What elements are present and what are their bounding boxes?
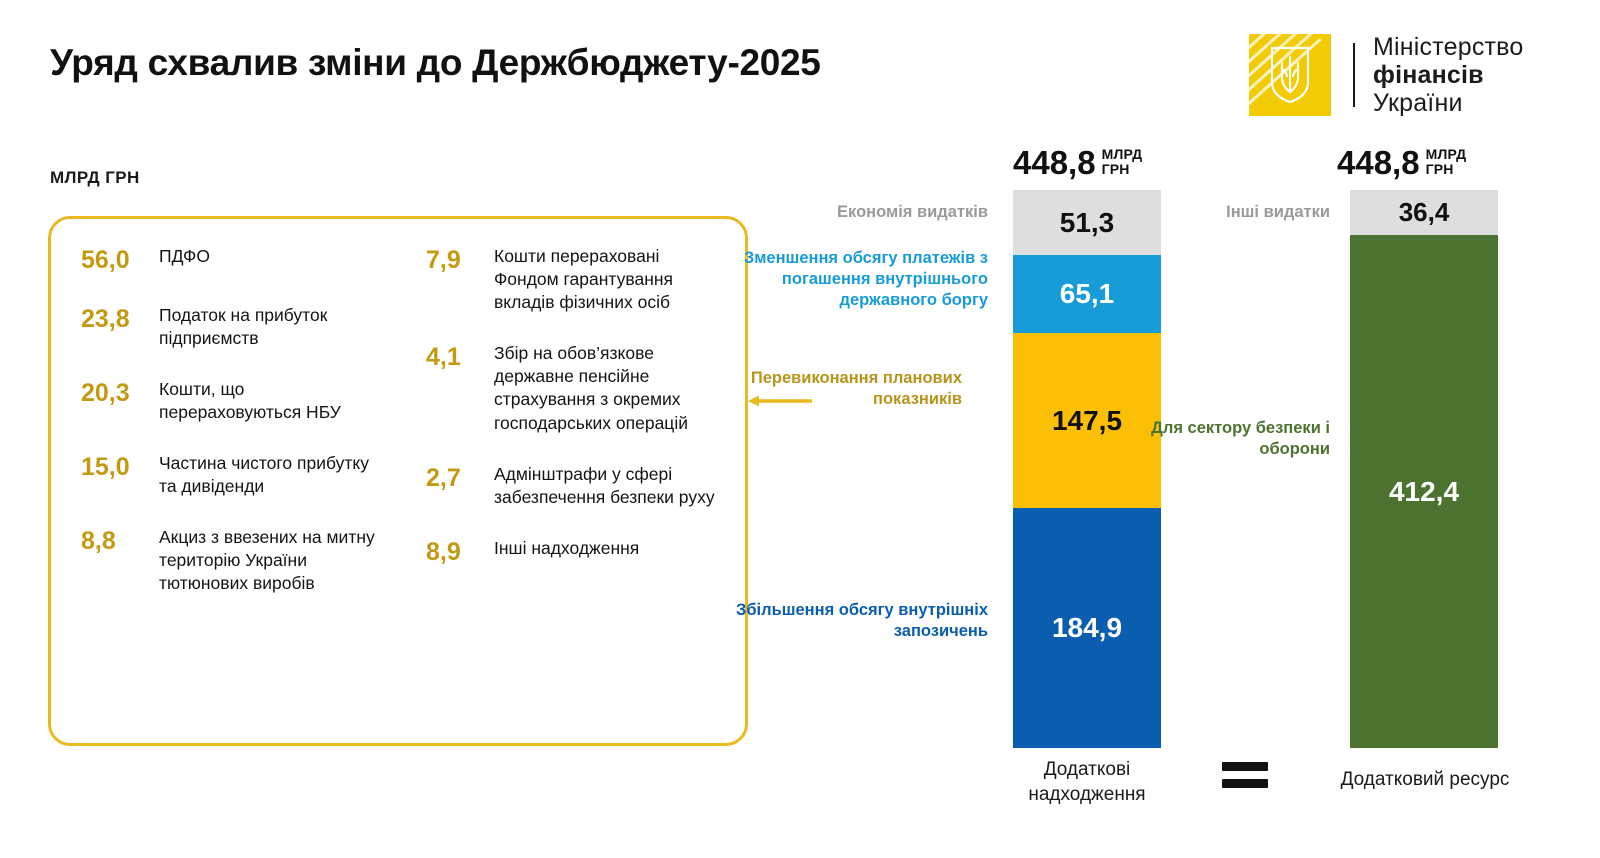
bar-total-right-value: 448,8 [1337, 144, 1420, 181]
revenue-label: ПДФО [159, 246, 210, 266]
revenue-column-right: 7,9 Кошти перераховані Фондом гарантуван… [404, 245, 727, 725]
logo-divider [1353, 43, 1355, 107]
logo-text: Міністерство фінансів України [1373, 33, 1523, 117]
revenue-item: 56,0 ПДФО [81, 245, 404, 276]
revenue-item: 7,9 Кошти перераховані Фондом гарантуван… [426, 245, 727, 314]
label-security-and-defense-sector: Для сектору безпеки і оборони [1151, 419, 1330, 459]
label-plan-overperformance: Перевиконання планових показників [750, 369, 962, 409]
revenue-item: 4,1 Збір на обов’язкове державне пенсійн… [426, 342, 727, 434]
label-economy-of-expenditures: Економія видатків [837, 203, 988, 221]
revenue-item: 8,9 Інші надходження [426, 537, 727, 568]
revenue-label: Частина чистого прибутку та дивіденди [159, 452, 369, 496]
stacked-bar-left: 51,3 65,1 147,5 184,9 [1013, 190, 1161, 748]
equals-sign-icon [1222, 762, 1268, 788]
revenue-value: 20,3 [81, 378, 130, 407]
revenue-value: 8,9 [426, 537, 461, 566]
stacked-bar-right: 36,4 412,4 [1350, 190, 1498, 748]
revenue-item: 23,8 Податок на прибуток підприємств [81, 304, 404, 350]
logo-line-1: Міністерство [1373, 33, 1524, 61]
bar-total-left: 448,8 МЛРД ГРН [1013, 144, 1142, 182]
bar-segment-economy: 51,3 [1013, 190, 1161, 255]
ukraine-trident-icon [1249, 34, 1331, 116]
revenue-value: 23,8 [81, 304, 130, 333]
revenue-label: Кошти, що перераховуються НБУ [159, 378, 341, 422]
caption-additional-revenues: Додаткові надходження [1028, 759, 1146, 805]
page-title: Уряд схвалив зміни до Держбюджету-2025 [50, 42, 821, 83]
units-label: МЛРД ГРН [50, 168, 140, 187]
bar-segment-other-expenditures: 36,4 [1350, 190, 1498, 235]
arrow-left-icon [748, 395, 812, 407]
revenue-value: 2,7 [426, 463, 461, 492]
revenue-label: Податок на прибуток підприємств [159, 304, 328, 348]
bar-total-right-unit: МЛРД ГРН [1425, 146, 1467, 177]
bar-total-left-value: 448,8 [1013, 144, 1096, 181]
label-debt-payment-reduction: Зменшення обсягу платежів з погашення вн… [743, 249, 988, 310]
revenue-item: 20,3 Кошти, що перераховуються НБУ [81, 378, 404, 424]
logo-line-3: України [1373, 89, 1463, 117]
revenue-value: 56,0 [81, 246, 130, 274]
bar-segment-overperformance: 147,5 [1013, 333, 1161, 508]
revenue-column-left: 56,0 ПДФО 23,8 Податок на прибуток підпр… [81, 245, 404, 725]
caption-additional-resource: Додатковий ресурс [1340, 769, 1510, 790]
ministry-of-finance-logo: Міністерство фінансів України [1249, 33, 1523, 117]
revenue-label: Акциз з ввезених на митну територію Укра… [159, 527, 375, 594]
revenue-value: 15,0 [81, 452, 130, 481]
trident-shield-icon [1270, 46, 1310, 104]
revenue-value: 4,1 [426, 343, 461, 372]
revenue-item: 2,7 Адмінштрафи у сфері забезпечення без… [426, 463, 727, 509]
label-internal-borrowings-increase: Збільшення обсягу внутрішніх запозичень [735, 601, 988, 641]
revenue-label: Інші надходження [494, 537, 640, 558]
revenue-label: Збір на обов’язкове державне пенсійне ст… [494, 343, 688, 433]
bar-total-right: 448,8 МЛРД ГРН [1337, 144, 1466, 182]
revenue-item: 15,0 Частина чистого прибутку та дивіден… [81, 452, 404, 498]
revenue-value: 8,8 [81, 527, 116, 556]
revenue-label: Адмінштрафи у сфері забезпечення безпеки… [494, 463, 715, 507]
revenue-label: Кошти перераховані Фондом гарантування в… [494, 246, 673, 313]
revenue-item: 8,8 Акциз з ввезених на митну територію … [81, 526, 404, 595]
bar-segment-defense-sector: 412,4 [1350, 235, 1498, 748]
bar-segment-debt-reduction: 65,1 [1013, 255, 1161, 333]
logo-line-2: фінансів [1373, 61, 1484, 89]
bar-total-left-unit: МЛРД ГРН [1101, 146, 1143, 177]
revenue-value: 7,9 [426, 246, 461, 274]
label-other-expenditures: Інші видатки [1226, 203, 1330, 221]
revenue-breakdown-card: 56,0 ПДФО 23,8 Податок на прибуток підпр… [48, 216, 748, 746]
bar-segment-borrowings: 184,9 [1013, 508, 1161, 748]
